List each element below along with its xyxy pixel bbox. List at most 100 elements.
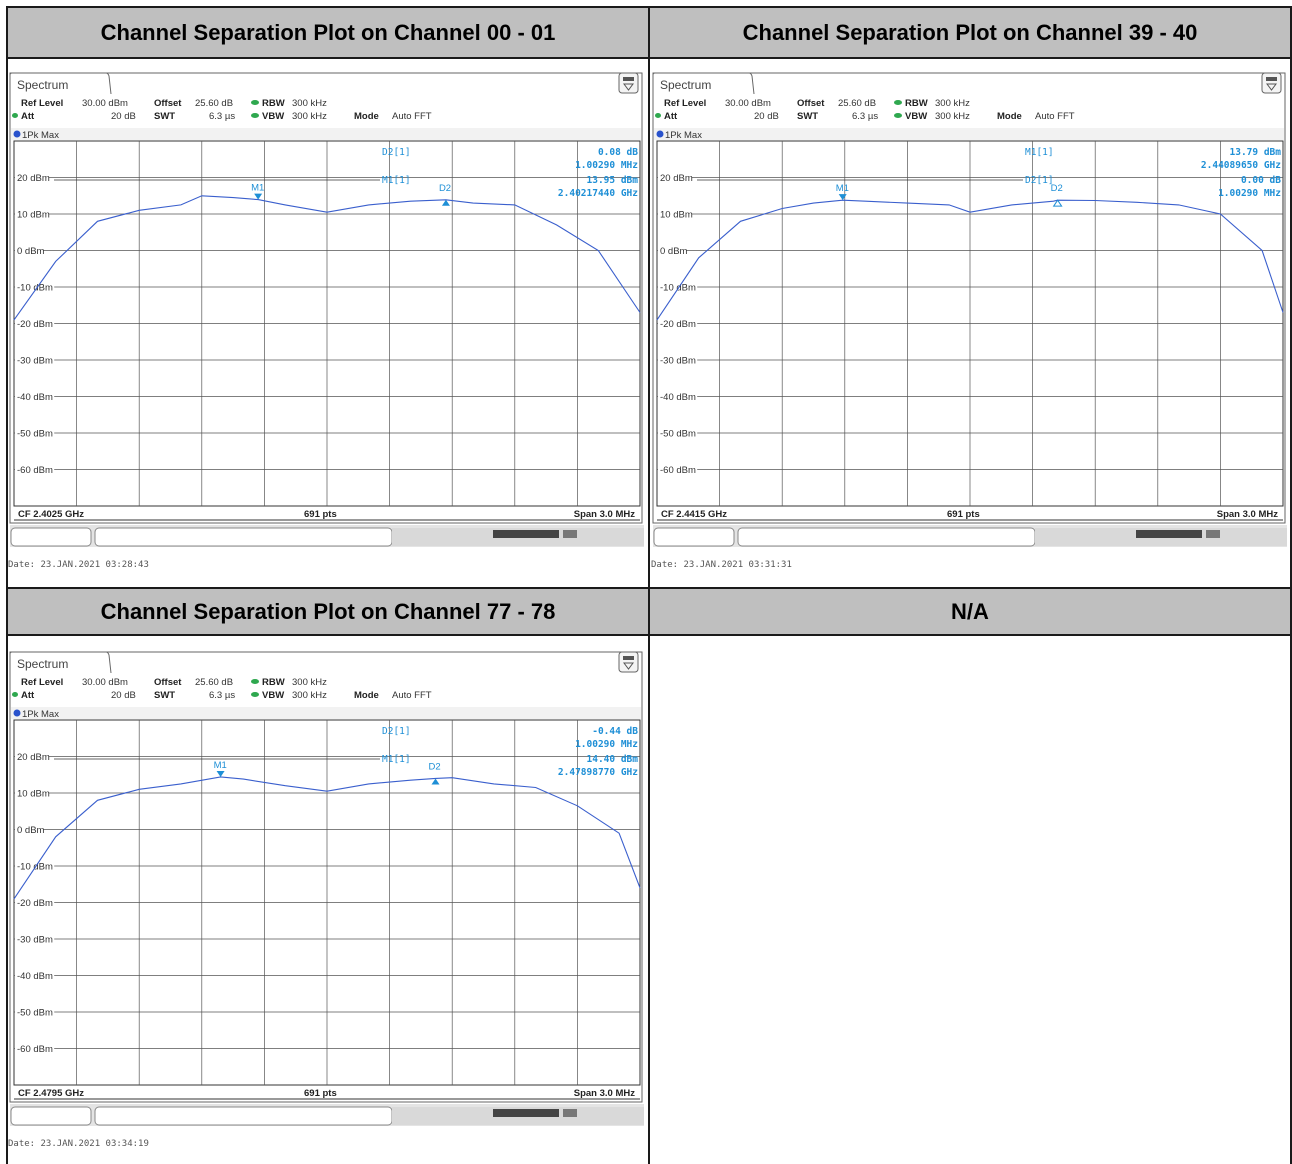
readout-label: M1[1] bbox=[382, 175, 411, 186]
toolbar-icon-bar bbox=[623, 656, 634, 660]
span-label: Span 3.0 MHz bbox=[574, 1088, 635, 1099]
y-tick-bg bbox=[15, 823, 43, 835]
marker-label: D2 bbox=[1051, 183, 1063, 194]
readout-value: 1.00290 MHz bbox=[1218, 188, 1281, 199]
marker-symbol bbox=[441, 199, 450, 206]
ref-level-label: Ref Level bbox=[664, 98, 706, 109]
progress-indicator-tail bbox=[1206, 530, 1220, 538]
rbw-value: 300 kHz bbox=[292, 677, 327, 688]
offset-label: Offset bbox=[797, 98, 825, 109]
marker-label: D2 bbox=[429, 762, 441, 773]
marker-symbol bbox=[254, 193, 263, 200]
readout-value: 0.08 dB bbox=[598, 147, 638, 158]
y-tick-bg bbox=[658, 208, 692, 219]
y-tick-bg bbox=[15, 463, 55, 475]
vbw-label: VBW bbox=[905, 111, 927, 122]
y-tick-bg bbox=[658, 427, 698, 438]
marker-symbol bbox=[1052, 199, 1063, 207]
status-dot bbox=[12, 113, 18, 118]
progress-indicator bbox=[493, 530, 559, 538]
spectrum-chart: Spectrum Ref Level 30.00 dBm Offset 25.60 dB… bbox=[651, 72, 1287, 570]
status-dot bbox=[251, 679, 259, 684]
att-label: Att bbox=[21, 111, 35, 122]
table-border-top bbox=[6, 6, 1292, 8]
y-tick-label: -30 dBm bbox=[17, 935, 53, 946]
att-value: 20 dB bbox=[111, 111, 136, 122]
spectrum-panel-ch39: Spectrum Ref Level 30.00 dBm Offset 25.60 dB… bbox=[651, 61, 1290, 585]
readout-value: 1.00290 MHz bbox=[575, 160, 638, 171]
readout-value: 0.00 dB bbox=[1241, 175, 1281, 186]
cell-header-ch39: Channel Separation Plot on Channel 39 - … bbox=[650, 8, 1290, 57]
y-tick-label: -20 dBm bbox=[17, 319, 53, 330]
y-tick-label: 0 dBm bbox=[17, 246, 45, 257]
offset-value: 25.60 dB bbox=[195, 98, 233, 109]
mode-value: Auto FFT bbox=[1035, 111, 1075, 122]
y-tick-label: -50 dBm bbox=[17, 429, 53, 440]
chevron-down-icon bbox=[623, 83, 634, 91]
table-border-row1-bottom bbox=[6, 587, 1292, 589]
y-tick-bg bbox=[15, 354, 55, 365]
trace-label: 1Pk Max bbox=[22, 709, 59, 720]
y-tick-bg bbox=[658, 354, 698, 365]
swt-label: SWT bbox=[154, 111, 175, 122]
y-tick-bg bbox=[15, 1042, 55, 1054]
timestamp: Date: 23.JAN.2021 03:31:31 bbox=[651, 560, 792, 570]
progress-indicator-tail bbox=[563, 530, 577, 538]
y-tick-bg bbox=[15, 244, 43, 256]
y-tick-bg bbox=[15, 896, 55, 908]
y-tick-label: -20 dBm bbox=[660, 319, 696, 330]
y-tick-bg bbox=[15, 208, 49, 219]
y-tick-label: -40 dBm bbox=[17, 971, 53, 982]
chevron-down-icon bbox=[1266, 83, 1277, 91]
header-title: Channel Separation Plot on Channel 00 - … bbox=[100, 19, 556, 45]
y-tick-label: -60 dBm bbox=[17, 465, 53, 476]
rbw-value: 300 kHz bbox=[935, 98, 970, 109]
status-dot bbox=[12, 692, 18, 697]
att-label: Att bbox=[664, 111, 678, 122]
timestamp: Date: 23.JAN.2021 03:28:43 bbox=[8, 560, 149, 570]
rbw-label: RBW bbox=[905, 98, 928, 109]
cell-header-na: N/A bbox=[650, 589, 1290, 634]
att-value: 20 dB bbox=[754, 111, 779, 122]
empty-cell-na bbox=[650, 636, 1290, 1164]
y-tick-label: -10 dBm bbox=[17, 283, 53, 294]
readout-value: 2.44089650 GHz bbox=[1201, 160, 1281, 171]
vbw-value: 300 kHz bbox=[935, 111, 970, 122]
ref-level-label: Ref Level bbox=[21, 98, 63, 109]
readout-label: D2[1] bbox=[382, 147, 411, 158]
status-dot bbox=[251, 113, 259, 118]
cf-label: CF 2.4025 GHz bbox=[18, 509, 84, 520]
y-tick-label: -40 dBm bbox=[660, 392, 696, 403]
y-tick-bg bbox=[15, 390, 55, 402]
y-tick-label: -20 dBm bbox=[17, 898, 53, 909]
offset-label: Offset bbox=[154, 98, 182, 109]
spectrum-tab bbox=[9, 72, 112, 95]
y-tick-label: -60 dBm bbox=[17, 1044, 53, 1055]
ref-level-value: 30.00 dBm bbox=[725, 98, 771, 109]
vbw-label: VBW bbox=[262, 690, 284, 701]
swt-value: 6.3 µs bbox=[852, 111, 878, 122]
table-grid: Channel Separation Plot on Channel 00 - … bbox=[6, 6, 1292, 1164]
readout-value: 2.47898770 GHz bbox=[558, 767, 638, 778]
offset-label: Offset bbox=[154, 677, 182, 688]
y-tick-bg bbox=[15, 750, 49, 762]
y-tick-label: 10 dBm bbox=[17, 210, 50, 221]
trace-label: 1Pk Max bbox=[22, 130, 59, 141]
readout-value: 13.95 dBm bbox=[587, 175, 639, 186]
mode-value: Auto FFT bbox=[392, 111, 432, 122]
marker-label: D2 bbox=[439, 183, 451, 194]
span-label: Span 3.0 MHz bbox=[574, 509, 635, 520]
readout-label: D2[1] bbox=[1025, 175, 1054, 186]
offset-value: 25.60 dB bbox=[195, 677, 233, 688]
swt-label: SWT bbox=[154, 690, 175, 701]
mode-label: Mode bbox=[354, 111, 379, 122]
status-dot bbox=[894, 100, 902, 105]
att-value: 20 dB bbox=[111, 690, 136, 701]
att-label: Att bbox=[21, 690, 35, 701]
y-tick-bg bbox=[658, 244, 686, 256]
readout-value: 1.00290 MHz bbox=[575, 739, 638, 750]
progress-indicator bbox=[493, 1109, 559, 1117]
status-dot bbox=[251, 692, 259, 697]
offset-value: 25.60 dB bbox=[838, 98, 876, 109]
y-tick-label: 0 dBm bbox=[17, 825, 45, 836]
